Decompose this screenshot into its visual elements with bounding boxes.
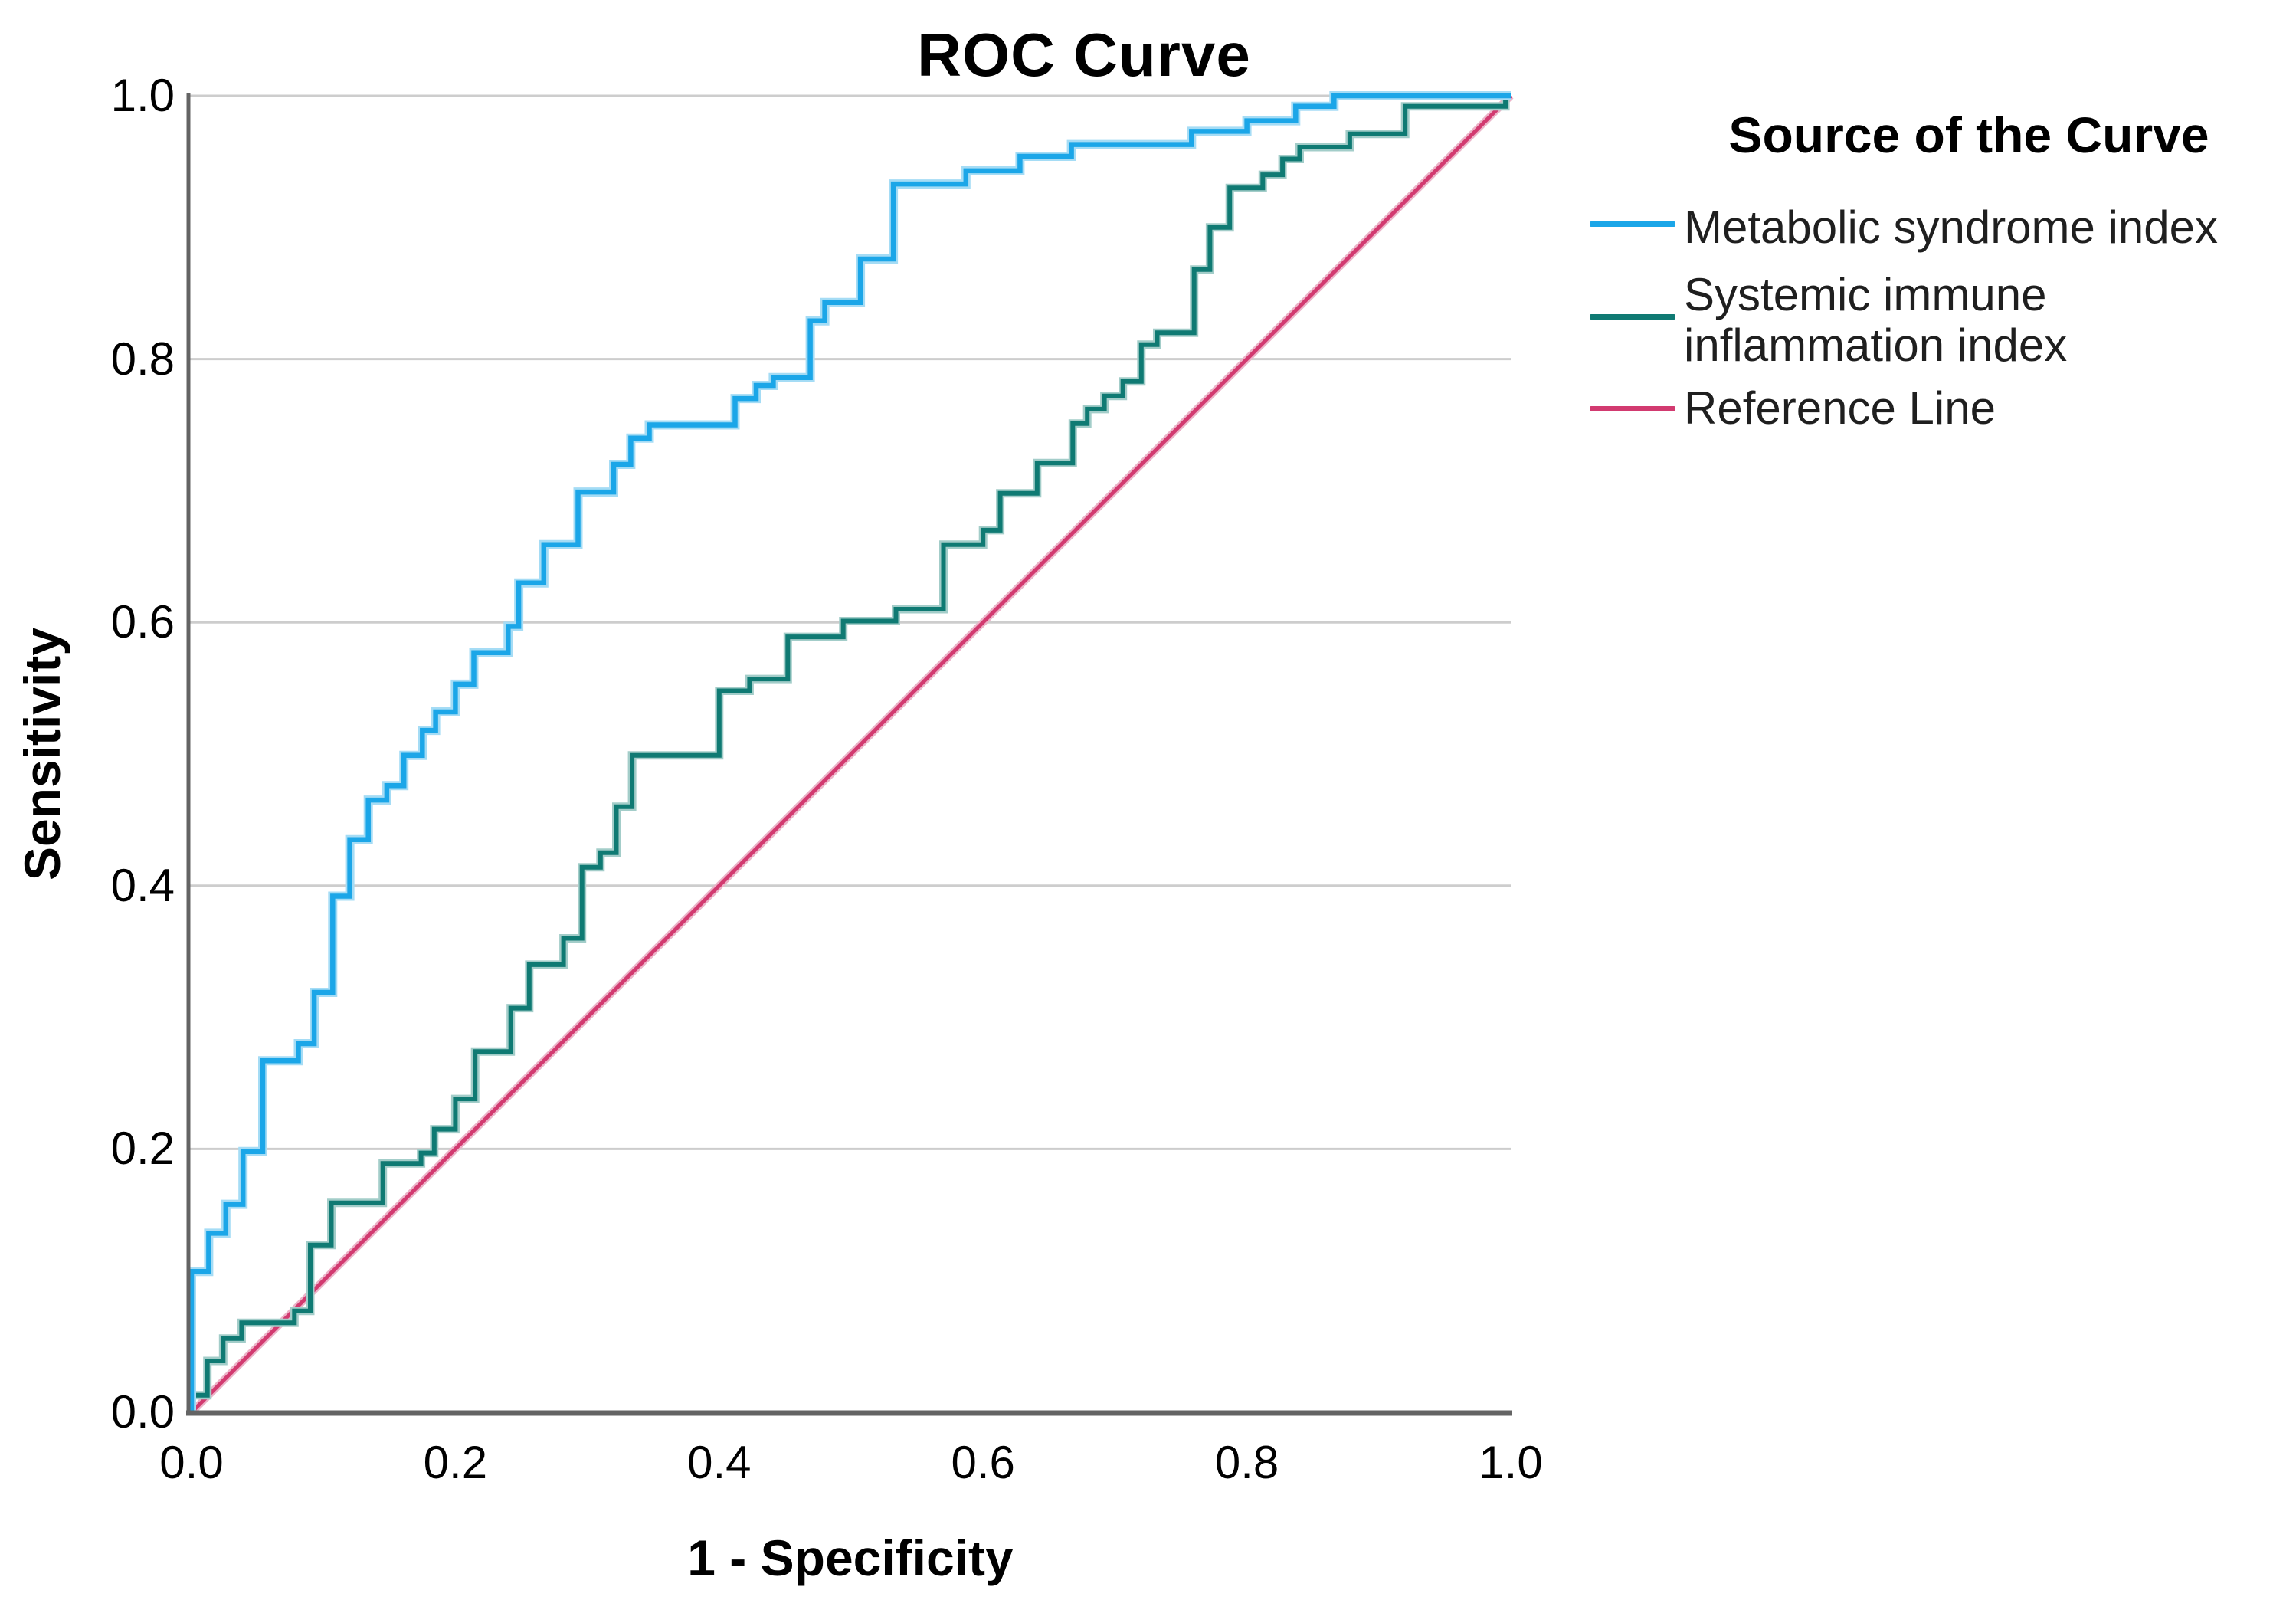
y-tick-label-0.0: 0.0 <box>110 1386 175 1438</box>
legend-swatch-sii-line <box>1590 314 1675 320</box>
x-tick-label-0.0: 0.0 <box>159 1437 224 1488</box>
y-tick-label-0.8: 0.8 <box>110 333 175 385</box>
y-tick-label-0.2: 0.2 <box>110 1123 175 1175</box>
legend-item-reference-label: Reference Line <box>1684 382 1996 434</box>
y-axis-title: Sensitivity <box>14 627 70 881</box>
legend-title: Source of the Curve <box>1728 107 2209 163</box>
legend-swatch-metabolic-line <box>1590 221 1675 227</box>
x-axis-title: 1 - Specificity <box>687 1530 1014 1586</box>
x-tick-label-0.4: 0.4 <box>687 1437 752 1488</box>
y-tick-label-0.6: 0.6 <box>110 596 175 648</box>
y-tick-label-1.0: 1.0 <box>110 70 175 121</box>
legend-item-sii-label-line1: Systemic immune <box>1684 269 2047 320</box>
roc-curve-metabolic <box>188 93 1511 1412</box>
x-tick-label-1.0: 1.0 <box>1479 1437 1543 1488</box>
x-tick-label-0.6: 0.6 <box>951 1437 1015 1488</box>
chart-title: ROC Curve <box>917 21 1251 89</box>
legend-item-metabolic-label: Metabolic syndrome index <box>1684 202 2219 253</box>
legend-swatch-reference-line <box>1590 406 1675 411</box>
y-tick-label-0.4: 0.4 <box>110 859 175 911</box>
reference-line <box>190 94 1512 1414</box>
legend-item-sii-label-line2: inflammation index <box>1684 320 2068 371</box>
legend-item-sii-label: Systemic immune inflammation index <box>1684 270 2293 371</box>
roc-curve-sii <box>189 93 1511 1412</box>
x-tick-label-0.2: 0.2 <box>423 1437 488 1488</box>
x-tick-label-0.8: 0.8 <box>1214 1437 1279 1488</box>
